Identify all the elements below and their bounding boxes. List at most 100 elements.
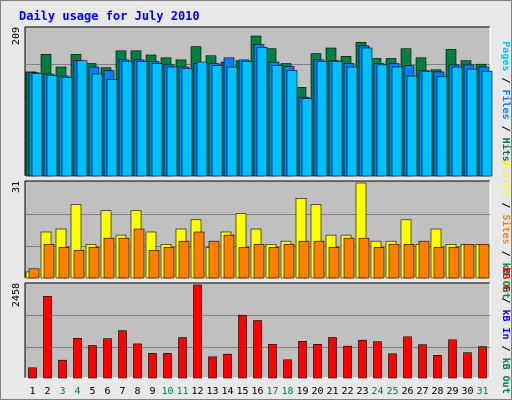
y-axis-label-part: /: [500, 71, 511, 89]
bar: [178, 240, 190, 279]
bar: [28, 367, 37, 379]
bar: [328, 337, 337, 379]
bar: [271, 65, 283, 177]
day-label: 28: [431, 386, 443, 397]
day-label: 19: [296, 386, 308, 397]
bar: [403, 244, 415, 279]
bar: [253, 320, 262, 379]
bar: [241, 61, 253, 177]
bar: [43, 295, 52, 379]
bar: [196, 61, 208, 177]
chart-panel-3: 2458 kB F / kB In / kB Out: [11, 267, 511, 393]
bar: [121, 61, 133, 177]
bar: [406, 75, 418, 177]
day-label: 18: [281, 386, 293, 397]
bar: [316, 61, 328, 177]
day-label: 21: [326, 386, 338, 397]
y-axis-label-part: /: [500, 340, 511, 358]
day-label: 24: [371, 386, 383, 397]
series-kb-f: [28, 284, 487, 379]
y-axis-label: Pages / Files / Hits: [500, 41, 512, 161]
day-label: 9: [149, 386, 155, 397]
bar: [238, 314, 247, 379]
bar: [193, 231, 205, 279]
bar: [103, 338, 112, 379]
day-label: 22: [341, 386, 353, 397]
bar: [103, 237, 115, 279]
day-label: 17: [266, 386, 278, 397]
day-label: 25: [386, 386, 398, 397]
bar: [223, 353, 232, 379]
series-sites: [28, 228, 490, 279]
bar: [268, 247, 280, 279]
bar: [76, 60, 88, 177]
bar: [298, 240, 310, 279]
y-axis-label-part: kB In: [500, 309, 511, 339]
bar: [283, 244, 295, 279]
bar: [148, 353, 157, 379]
bar: [73, 250, 85, 279]
bar: [376, 64, 388, 177]
bar: [238, 247, 250, 279]
y-max-label: 31: [11, 181, 22, 193]
day-label: 23: [356, 386, 368, 397]
bar: [151, 63, 163, 177]
bar: [388, 353, 397, 379]
bar: [31, 73, 43, 177]
bar: [463, 244, 475, 279]
day-label: 4: [74, 386, 80, 397]
bar: [46, 75, 58, 177]
y-axis-label-part: Hits: [500, 138, 512, 162]
bar: [223, 234, 235, 279]
y-axis-label-part: /: [500, 291, 511, 309]
y-max-label: 2458: [11, 283, 22, 307]
day-label: 14: [221, 386, 233, 397]
bar: [388, 244, 400, 279]
series-pages: [31, 46, 493, 177]
bar: [478, 244, 490, 279]
day-label: 29: [446, 386, 458, 397]
bar: [358, 339, 367, 379]
bar: [58, 359, 67, 379]
day-label: 1: [29, 386, 35, 397]
bar: [478, 346, 487, 379]
bar: [451, 66, 463, 177]
bar: [373, 247, 385, 279]
y-axis-label-part: /: [500, 120, 511, 138]
y-axis-label-part: Files: [500, 89, 512, 119]
day-label: 2: [44, 386, 50, 397]
bar: [178, 337, 187, 379]
bar: [256, 46, 268, 177]
bar: [343, 237, 355, 279]
bar: [331, 61, 343, 177]
bar: [301, 98, 313, 177]
day-label: 20: [311, 386, 323, 397]
bar: [163, 247, 175, 279]
bar: [118, 237, 130, 279]
bar: [58, 247, 70, 279]
chart-panel-1: 209 Pages / Files / Hits: [11, 26, 512, 177]
bar: [211, 65, 223, 177]
bar: [148, 250, 160, 279]
y-axis-label-part: kB F: [500, 267, 511, 291]
y-axis-label-part: Pages: [500, 41, 511, 71]
day-label: 27: [416, 386, 428, 397]
bar: [433, 354, 442, 379]
bar: [481, 70, 493, 177]
y-axis-label: Visits / Sites / kB Out: [500, 160, 512, 298]
y-axis-label-part: /: [500, 245, 511, 263]
day-label: 12: [191, 386, 203, 397]
bar: [448, 247, 460, 279]
bar: [436, 76, 448, 177]
bar: [343, 345, 352, 379]
bar: [61, 77, 73, 177]
bar: [193, 284, 202, 379]
bar: [226, 66, 238, 177]
bar: [448, 339, 457, 379]
bar: [418, 344, 427, 379]
bar: [268, 343, 277, 379]
day-label: 30: [461, 386, 473, 397]
